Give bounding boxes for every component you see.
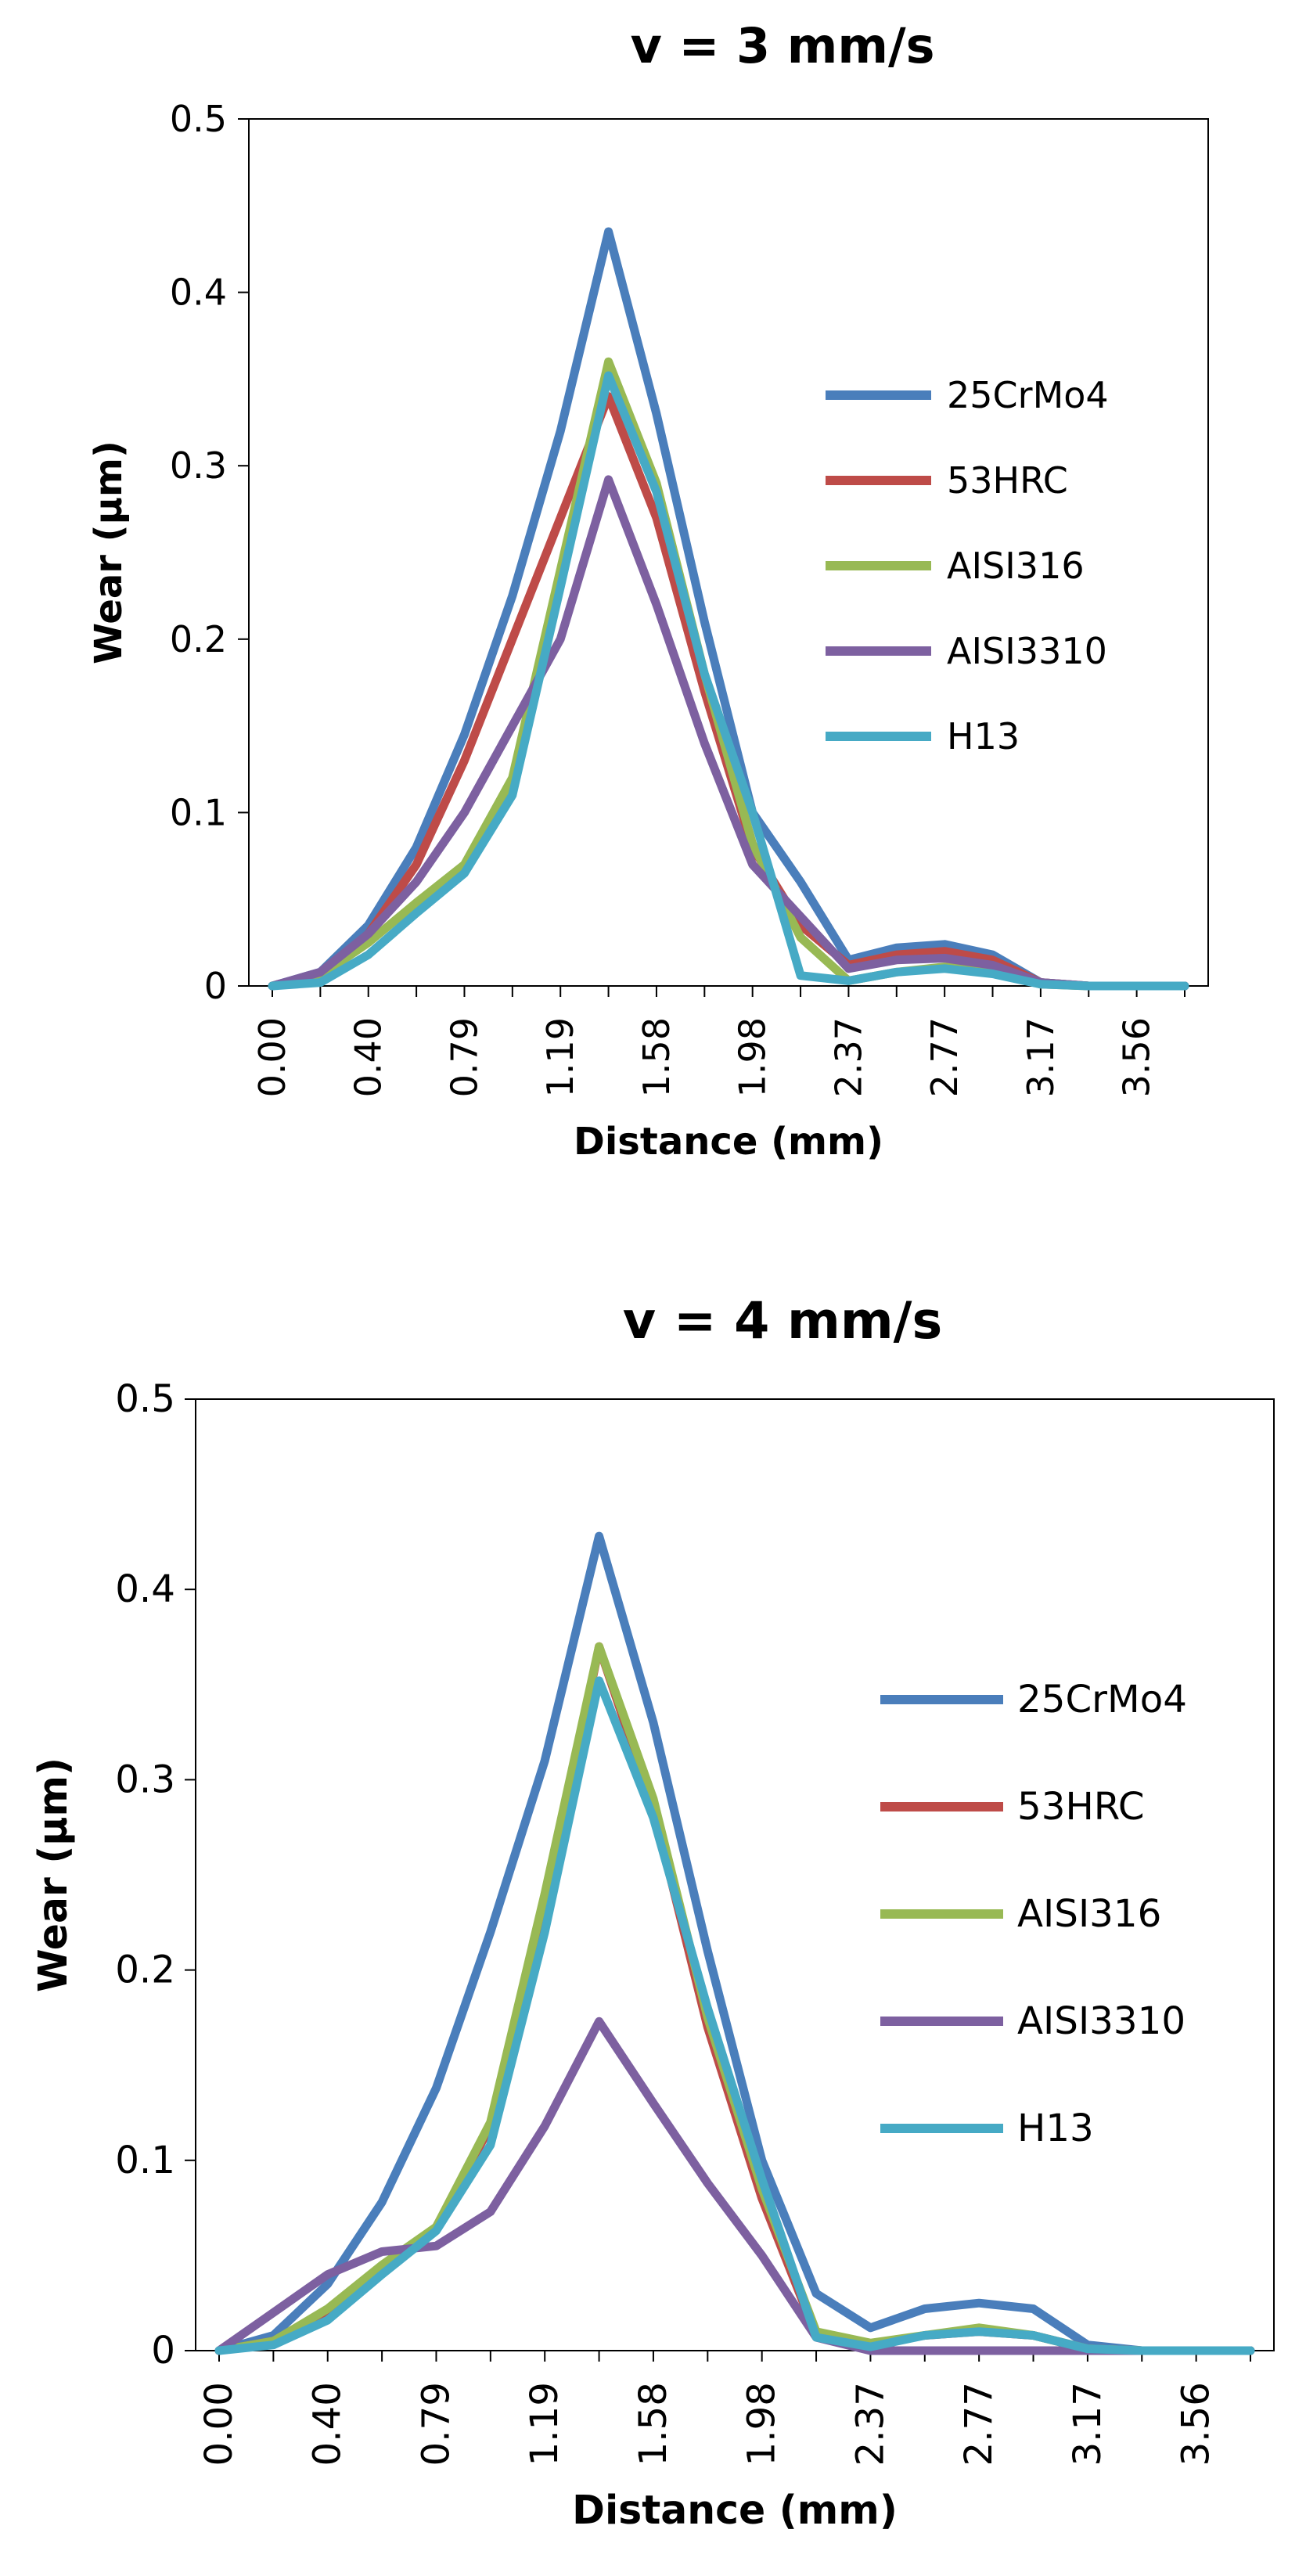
chart-panel-v3: 0 0.1 0.2 0.3 0.4 0.5 0.00 0.40 0.79 1.19 1.58 1.98… <box>0 0 1306 1221</box>
x-tick-label: 2.77 <box>923 1017 966 1097</box>
y-tick-label: 0.1 <box>170 791 227 833</box>
legend-label-53hrc: 53HRC <box>1017 1785 1145 1829</box>
x-tick-label: 0.40 <box>306 2382 350 2466</box>
series-line-h13 <box>214 1676 1255 2355</box>
x-tick-label: 0.40 <box>347 1017 390 1097</box>
plot-area <box>195 1398 1275 2351</box>
x-tick-label: 1.98 <box>732 1017 774 1097</box>
y-axis-label: Wear (µm) <box>87 441 131 664</box>
plot-area <box>248 118 1209 987</box>
chart-title: v = 3 mm/s <box>630 17 934 74</box>
x-tick-label: 1.19 <box>539 1017 581 1097</box>
legend-label-aisi3310: AISI3310 <box>947 630 1107 672</box>
x-tick-label: 0.00 <box>197 2382 241 2466</box>
x-axis-label: Distance (mm) <box>574 1120 883 1164</box>
legend-label-25crmo4: 25CrMo4 <box>1017 1678 1187 1722</box>
chart-panel-v4: 0 0.1 0.2 0.3 0.4 0.5 0.00 0.40 0.79 1.19 1.58 1.98… <box>0 1252 1306 2576</box>
series-line-h13 <box>268 371 1189 991</box>
series-line-25crmo4 <box>214 1531 1255 2355</box>
x-tick-label: 3.17 <box>1066 2382 1110 2466</box>
y-axis-label: Wear (µm) <box>30 1758 76 1992</box>
chart-title: v = 4 mm/s <box>623 1292 942 1351</box>
y-tick-label: 0.3 <box>115 1758 175 1801</box>
x-tick-label: 0.79 <box>414 2382 458 2466</box>
x-tick-label: 3.56 <box>1175 2382 1218 2466</box>
x-tick-label: 1.58 <box>635 1017 678 1097</box>
legend-label-25crmo4: 25CrMo4 <box>947 374 1109 416</box>
wear-chart-v4: 0 0.1 0.2 0.3 0.4 0.5 0.00 0.40 0.79 1.19 1.58 1.98… <box>30 1292 1275 2533</box>
legend-label-53hrc: 53HRC <box>947 459 1068 502</box>
legend-label-h13: H13 <box>947 715 1020 757</box>
wear-chart-v3: 0 0.1 0.2 0.3 0.4 0.5 0.00 0.40 0.79 1.19 1.58 1.98… <box>87 17 1209 1164</box>
x-tick-label: 1.98 <box>740 2382 784 2466</box>
x-tick-label: 0.00 <box>251 1017 293 1097</box>
legend-label-aisi316: AISI316 <box>1017 1892 1161 1936</box>
legend-label-aisi316: AISI316 <box>947 545 1085 587</box>
y-tick-label: 0.5 <box>170 98 227 140</box>
y-tick-label: 0 <box>204 965 227 1007</box>
y-tick-label: 0.4 <box>170 272 227 314</box>
x-tick-label: 2.77 <box>957 2382 1001 2466</box>
x-tick-label: 2.37 <box>848 2382 892 2466</box>
x-tick-label: 0.79 <box>443 1017 485 1097</box>
legend-label-h13: H13 <box>1017 2106 1094 2150</box>
y-tick-label: 0.3 <box>170 444 227 487</box>
y-tick-label: 0.4 <box>115 1567 175 1611</box>
legend-label-aisi3310: AISI3310 <box>1017 1999 1185 2043</box>
x-axis-label: Distance (mm) <box>572 2487 898 2533</box>
y-tick-label: 0.2 <box>170 618 227 660</box>
x-tick-label: 3.56 <box>1116 1017 1158 1097</box>
y-tick-label: 0 <box>151 2329 175 2373</box>
x-tick-label: 2.37 <box>827 1017 869 1097</box>
y-tick-label: 0.2 <box>115 1948 175 1992</box>
x-tick-label: 1.19 <box>523 2382 567 2466</box>
x-tick-label: 3.17 <box>1020 1017 1062 1097</box>
y-tick-label: 0.1 <box>115 2139 175 2182</box>
x-tick-label: 1.58 <box>631 2382 675 2466</box>
y-tick-label: 0.5 <box>115 1377 175 1421</box>
